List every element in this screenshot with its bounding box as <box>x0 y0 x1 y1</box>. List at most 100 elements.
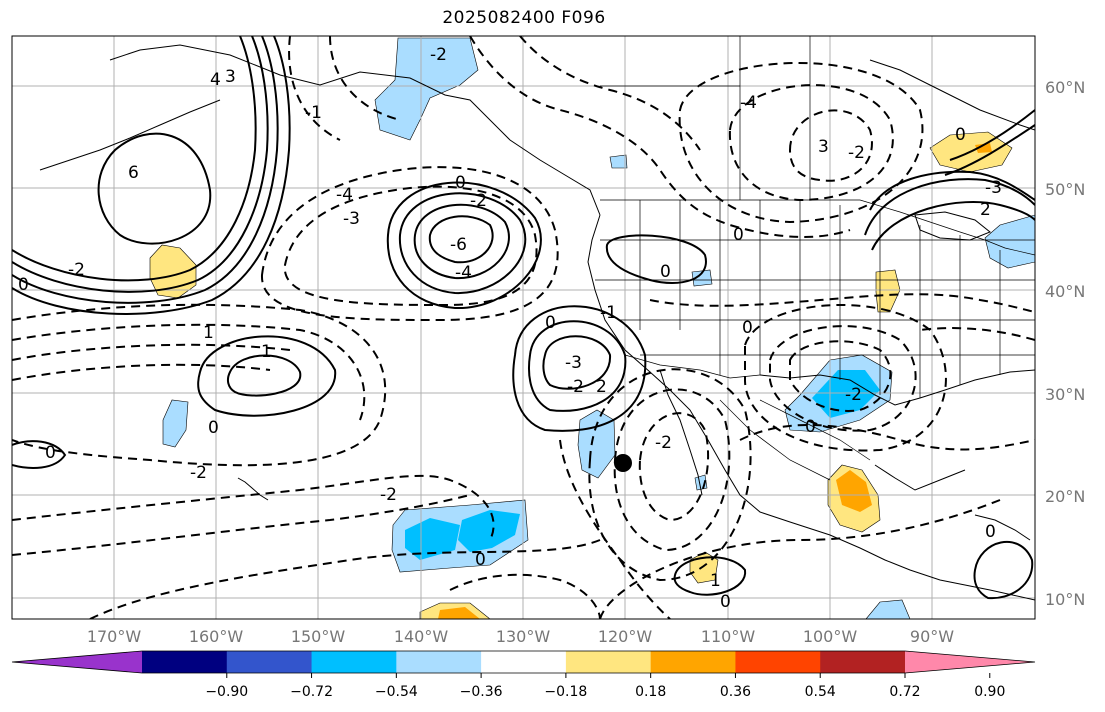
yucatan-coast <box>874 464 966 491</box>
contour-east-jet <box>871 201 1035 251</box>
lat-label: 60°N <box>1045 78 1085 97</box>
contour-label: 0 <box>733 225 744 245</box>
contour-label: 0 <box>208 418 219 438</box>
contour-closed-high <box>226 354 302 397</box>
contour-high-west <box>97 132 212 245</box>
contour-label: 0 <box>475 550 486 570</box>
mexico-state-line <box>719 399 831 481</box>
contour-label: -4 <box>740 93 757 113</box>
contour-dashed <box>744 303 947 452</box>
contour-jet-west <box>12 36 269 293</box>
colorbar-segment <box>142 651 228 673</box>
lat-label: 20°N <box>1045 487 1085 506</box>
contour-dashed <box>559 439 671 619</box>
north-america-west-coast <box>587 214 1035 601</box>
great-lakes <box>914 211 991 241</box>
mexico-state-line <box>759 399 871 461</box>
shade-light-blue <box>865 599 911 619</box>
lon-label: 100°W <box>803 627 858 646</box>
contour-label: 0 <box>985 522 996 542</box>
contour-label: 0 <box>545 313 556 333</box>
contour-label: -2 <box>470 191 487 211</box>
contour-dashed <box>288 36 341 141</box>
contour-label: 0 <box>805 417 816 437</box>
contour-east-jet <box>864 178 1035 236</box>
contour-label: -2 <box>567 377 584 397</box>
dashed-contours <box>12 36 1035 619</box>
colorbar: −0.90 −0.72 −0.54 −0.36 −0.18 0.18 0.36 0.54 0.7… <box>11 650 1036 700</box>
contour-label: 1 <box>710 571 721 591</box>
shade-orange <box>438 607 480 619</box>
lon-label: 130°W <box>496 627 551 646</box>
colorbar-tick-label: 0.36 <box>720 684 751 700</box>
contour-label: 0 <box>955 125 966 145</box>
contour-label: -2 <box>380 485 397 505</box>
contour-low-center <box>413 203 510 280</box>
shade-light-blue <box>984 214 1035 269</box>
contour-label: 0 <box>18 275 29 295</box>
contour-dashed <box>12 323 366 421</box>
contour-label: 1 <box>203 323 214 343</box>
colorbar-tick-label: 0.90 <box>974 684 1005 700</box>
contour-closed-high <box>542 335 612 390</box>
contour-dashed <box>519 36 701 151</box>
contour-label: -1 <box>600 303 617 323</box>
contour-label: -2 <box>430 45 447 65</box>
contour-south-high <box>673 556 747 596</box>
contour-dashed <box>649 293 1035 313</box>
contour-label: 3 <box>818 137 829 157</box>
colorbar-outline <box>11 650 1036 674</box>
contour-label: -6 <box>450 235 467 255</box>
colorbar-extend-low <box>12 651 142 673</box>
contour-dashed <box>728 84 894 202</box>
colorbar-tick-label: −0.72 <box>290 684 333 700</box>
contour-label: 3 <box>225 67 236 87</box>
shade-light-blue <box>577 409 616 479</box>
contour-dashed <box>89 539 601 619</box>
colorbar-segment <box>565 651 652 673</box>
contour-jet-west <box>12 36 279 304</box>
contour-dashed <box>12 343 291 361</box>
contour-southeast-high <box>973 541 1034 600</box>
lat-label: 10°N <box>1045 590 1085 609</box>
shade-yellow <box>875 269 901 313</box>
contour-east-jet <box>869 170 1035 211</box>
colorbar-tick-label: 0.54 <box>805 684 836 700</box>
contour-dashed <box>12 474 495 541</box>
contour-label: -2 <box>845 385 862 405</box>
colorbar-tick-label: −0.36 <box>460 684 503 700</box>
lat-label: 30°N <box>1045 385 1085 404</box>
lat-label: 40°N <box>1045 282 1085 301</box>
lon-label: 90°W <box>910 627 954 646</box>
contour-label: -2 <box>848 143 865 163</box>
colorbar-segment <box>396 651 482 673</box>
contour-high-east <box>12 440 67 469</box>
contour-label: -1 <box>305 103 322 123</box>
contour-low-center <box>386 181 542 310</box>
lon-label: 110°W <box>701 627 756 646</box>
contour-label: 2 <box>980 200 991 220</box>
us-mexico-border <box>624 354 761 379</box>
colorbar-segment <box>481 651 567 673</box>
lon-label: 140°W <box>394 627 449 646</box>
contour-label: 0 <box>660 262 671 282</box>
contour-label: -3 <box>343 209 360 229</box>
contour-label: -3 <box>985 178 1002 198</box>
contour-dashed <box>449 573 601 619</box>
contour-label: 0 <box>720 592 731 612</box>
contour-label: 4 <box>210 70 221 90</box>
graticule <box>12 36 1035 619</box>
lon-label: 170°W <box>87 627 142 646</box>
latitude-labels: 60°N 50°N 40°N 30°N 20°N 10°N <box>1045 78 1085 609</box>
contour-canada-small <box>605 234 707 284</box>
hawaii-islands <box>237 477 269 501</box>
map-frame <box>11 35 1036 620</box>
contour-closed-high <box>512 305 647 432</box>
contour-dashed <box>12 494 471 556</box>
alaska-coast <box>109 44 601 216</box>
contour-dashed <box>12 303 387 467</box>
colorbar-segment <box>820 651 906 673</box>
colorbar-tick-label: 0.72 <box>889 684 920 700</box>
contour-label: 0 <box>45 443 56 463</box>
shade-orange <box>975 143 992 153</box>
